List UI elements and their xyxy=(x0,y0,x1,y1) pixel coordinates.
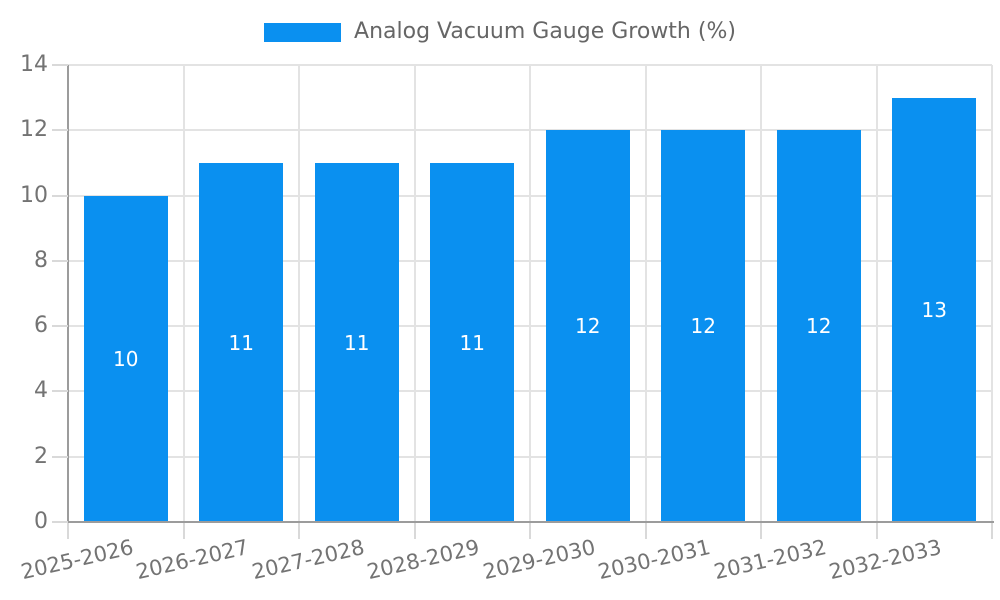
x-tick xyxy=(991,523,993,539)
bar-2027-2028[interactable]: 11 xyxy=(314,163,399,522)
x-axis-line xyxy=(67,521,994,523)
bar-2026-2027[interactable]: 11 xyxy=(199,163,284,522)
plot-area: 10 11 11 11 12 12 12 13 xyxy=(68,64,993,522)
x-tick xyxy=(413,523,416,539)
y-tick xyxy=(52,259,68,262)
y-tick-label: 8 xyxy=(34,247,48,273)
y-tick-label: 10 xyxy=(20,182,48,208)
v-gridline xyxy=(644,65,647,522)
y-tick xyxy=(52,390,68,393)
bar-2025-2026[interactable]: 10 xyxy=(83,196,168,522)
v-gridline xyxy=(298,65,300,522)
y-tick xyxy=(52,455,68,458)
bar-value-label: 11 xyxy=(459,330,485,355)
bar-2032-2033[interactable]: 13 xyxy=(892,98,977,522)
v-gridline xyxy=(991,65,993,522)
y-tick-label: 2 xyxy=(34,443,48,469)
y-tick xyxy=(52,325,68,328)
legend-swatch xyxy=(264,22,342,42)
x-tick xyxy=(298,523,300,539)
legend-series-label: Analog Vacuum Gauge Growth (%) xyxy=(354,19,736,44)
bar-value-label: 12 xyxy=(690,314,716,338)
y-tick xyxy=(52,129,68,132)
x-tick xyxy=(760,523,762,539)
v-gridline xyxy=(875,65,878,522)
v-gridline xyxy=(413,65,416,522)
v-gridline xyxy=(529,65,531,522)
bar-value-label: 10 xyxy=(113,347,139,371)
bar-2029-2030[interactable]: 12 xyxy=(545,130,630,522)
chart-legend[interactable]: Analog Vacuum Gauge Growth (%) xyxy=(0,19,1000,45)
bar-value-label: 11 xyxy=(228,330,254,355)
y-tick-label: 14 xyxy=(20,52,48,77)
x-tick xyxy=(182,523,185,539)
y-tick xyxy=(52,521,68,523)
y-tick xyxy=(52,194,68,197)
bar-value-label: 11 xyxy=(344,330,370,355)
bar-value-label: 12 xyxy=(806,314,832,338)
y-tick-label: 12 xyxy=(20,117,48,143)
v-gridline xyxy=(182,65,185,522)
v-gridline xyxy=(760,65,762,522)
bar-2030-2031[interactable]: 12 xyxy=(661,130,746,522)
y-tick-label: 4 xyxy=(34,378,48,404)
y-tick-label: 6 xyxy=(34,313,48,339)
bar-2031-2032[interactable]: 12 xyxy=(776,130,861,522)
y-axis-line xyxy=(67,65,69,524)
y-tick xyxy=(52,64,68,66)
x-tick xyxy=(67,523,69,539)
bar-value-label: 13 xyxy=(921,298,947,322)
bar-2028-2029[interactable]: 11 xyxy=(430,163,515,522)
x-tick xyxy=(875,523,878,539)
x-tick xyxy=(529,523,531,539)
y-tick-label: 0 xyxy=(34,509,48,534)
bar-value-label: 12 xyxy=(575,314,601,338)
x-tick xyxy=(644,523,647,539)
